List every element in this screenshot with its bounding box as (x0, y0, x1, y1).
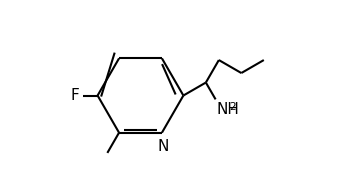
Text: NH: NH (217, 102, 240, 117)
Text: F: F (71, 88, 79, 103)
Text: N: N (157, 139, 169, 155)
Text: 2: 2 (229, 102, 236, 112)
